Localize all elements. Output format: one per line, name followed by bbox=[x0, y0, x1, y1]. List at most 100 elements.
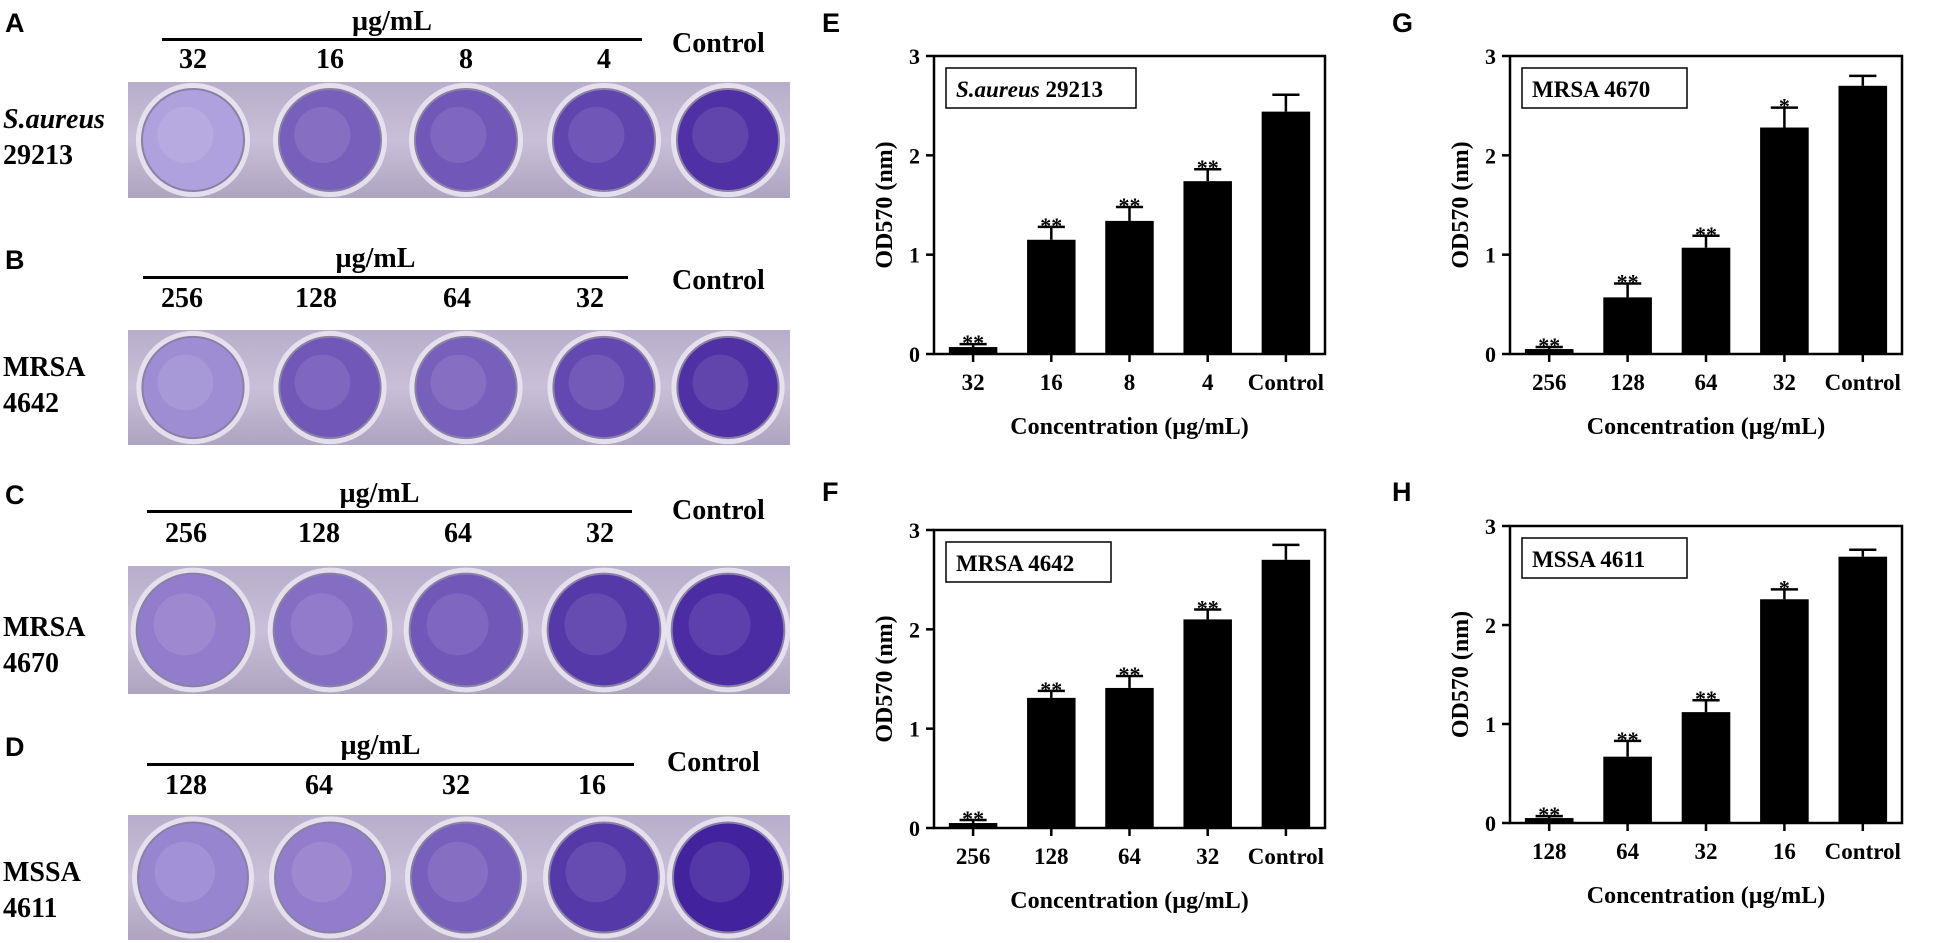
well bbox=[267, 567, 393, 693]
x-axis-label: Concentration (µg/mL) bbox=[1010, 414, 1248, 440]
x-tick-label: Control bbox=[1248, 370, 1324, 395]
x-tick-label: 64 bbox=[1616, 839, 1640, 864]
strain-label-line: 4670 bbox=[3, 648, 59, 679]
y-tick-label: 3 bbox=[909, 518, 920, 543]
well bbox=[132, 816, 254, 939]
x-tick-label: 32 bbox=[1695, 839, 1718, 864]
bar bbox=[1027, 697, 1076, 828]
bar bbox=[1760, 127, 1809, 355]
y-tick-label: 1 bbox=[909, 243, 920, 268]
x-tick-label: 256 bbox=[956, 844, 991, 869]
strain-label-line: S.aureus bbox=[3, 104, 105, 135]
significance-marker: ** bbox=[1197, 595, 1219, 620]
y-tick-label: 3 bbox=[1485, 514, 1496, 539]
significance-marker: ** bbox=[962, 330, 984, 355]
strain-label: S.aureus 29213 bbox=[3, 102, 105, 174]
x-tick-label: 64 bbox=[1695, 370, 1719, 395]
well bbox=[136, 330, 250, 445]
legend-label: MRSA 4670 bbox=[1532, 77, 1650, 102]
legend-box bbox=[1521, 67, 1688, 109]
y-axis-label: OD570 (nm) bbox=[1448, 611, 1474, 738]
control-label: Control bbox=[667, 747, 760, 778]
bar-chart-e: 0 1 2 3 OD570 (nm) ** 32 ** 16 ** 8 ** 4 ControlConce… bbox=[872, 44, 1327, 440]
concentration-label: 16 bbox=[578, 770, 606, 801]
concentration-label: 32 bbox=[586, 518, 614, 549]
concentration-label: 64 bbox=[444, 518, 472, 549]
strain-label-line: 4642 bbox=[3, 388, 59, 419]
bar-chart-f: 0 1 2 3 OD570 (nm) ** 256 ** 128 ** 64 ** 32 ControlC… bbox=[872, 518, 1327, 914]
concentration-label: 128 bbox=[165, 770, 207, 801]
x-tick-label: 64 bbox=[1118, 844, 1142, 869]
panel-letter-d: D bbox=[5, 732, 25, 762]
x-tick-label: 128 bbox=[1034, 844, 1069, 869]
x-tick-label: 8 bbox=[1124, 370, 1136, 395]
x-tick-label: Control bbox=[1248, 844, 1324, 869]
concentration-label: 64 bbox=[443, 283, 471, 314]
significance-marker: ** bbox=[1695, 686, 1717, 711]
y-axis-label: OD570 (nm) bbox=[1448, 141, 1474, 268]
bar bbox=[1603, 756, 1652, 823]
x-tick-label: 256 bbox=[1532, 370, 1567, 395]
y-tick-label: 2 bbox=[909, 143, 920, 168]
x-tick-label: 16 bbox=[1773, 839, 1796, 864]
x-tick-label: 32 bbox=[1196, 844, 1219, 869]
legend-label: MRSA 4642 bbox=[956, 551, 1074, 576]
concentration-label: 64 bbox=[305, 770, 333, 801]
well bbox=[130, 567, 256, 693]
bar bbox=[1681, 712, 1731, 823]
panel-letter-b: B bbox=[5, 245, 25, 275]
significance-marker: ** bbox=[1538, 333, 1560, 358]
legend-label-rest: MRSA 4670 bbox=[1532, 77, 1650, 102]
y-tick-label: 1 bbox=[1485, 712, 1496, 737]
legend-label-rest: MRSA 4642 bbox=[956, 551, 1074, 576]
y-axis-label: OD570 (nm) bbox=[872, 615, 898, 742]
y-tick-label: 2 bbox=[909, 617, 920, 642]
x-axis-label: Concentration (µg/mL) bbox=[1587, 414, 1825, 440]
unit-label: µg/mL bbox=[335, 243, 416, 274]
y-tick-label: 0 bbox=[909, 816, 920, 841]
well bbox=[135, 82, 251, 198]
well bbox=[408, 82, 524, 198]
well bbox=[546, 82, 662, 198]
chart-letter-g: G bbox=[1392, 8, 1414, 38]
y-tick-label: 1 bbox=[1485, 243, 1496, 268]
well bbox=[272, 82, 388, 198]
y-tick-label: 2 bbox=[1485, 143, 1496, 168]
significance-marker: ** bbox=[1040, 677, 1062, 702]
strain-label-line: 29213 bbox=[3, 140, 73, 171]
significance-marker: ** bbox=[1119, 662, 1141, 687]
chart-letter-f: F bbox=[822, 477, 839, 507]
significance-marker: ** bbox=[1617, 727, 1639, 752]
concentration-range-line bbox=[147, 510, 632, 513]
bar bbox=[1261, 111, 1311, 354]
concentration-label: 32 bbox=[179, 44, 207, 75]
legend-box bbox=[945, 541, 1112, 583]
concentration-range-line bbox=[147, 763, 634, 766]
legend-label: MSSA 4611 bbox=[1532, 547, 1645, 572]
bar bbox=[1261, 559, 1311, 828]
plate-image bbox=[128, 330, 790, 445]
bar bbox=[1603, 297, 1652, 354]
concentration-range-line bbox=[162, 38, 642, 41]
unit-label: µg/mL bbox=[340, 730, 421, 761]
strain-label: MRSA 4642 bbox=[3, 350, 85, 422]
well bbox=[671, 330, 785, 445]
significance-marker: ** bbox=[1197, 155, 1219, 180]
x-tick-label: 16 bbox=[1040, 370, 1063, 395]
concentration-label: 4 bbox=[597, 44, 611, 75]
y-axis-label: OD570 (nm) bbox=[872, 141, 898, 268]
bar bbox=[1760, 599, 1809, 823]
plate-image bbox=[128, 566, 790, 694]
concentration-label: 256 bbox=[161, 283, 203, 314]
concentration-label: 128 bbox=[298, 518, 340, 549]
x-axis-label: Concentration (µg/mL) bbox=[1587, 883, 1825, 909]
significance-marker: ** bbox=[1040, 213, 1062, 238]
well bbox=[269, 816, 391, 939]
chart-letter-e: E bbox=[822, 8, 841, 38]
x-tick-label: 128 bbox=[1532, 839, 1567, 864]
well bbox=[547, 330, 661, 445]
legend-label-rest: 29213 bbox=[1040, 77, 1103, 102]
y-tick-label: 3 bbox=[909, 44, 920, 69]
concentration-range-line bbox=[143, 276, 628, 279]
legend-box bbox=[945, 67, 1137, 109]
